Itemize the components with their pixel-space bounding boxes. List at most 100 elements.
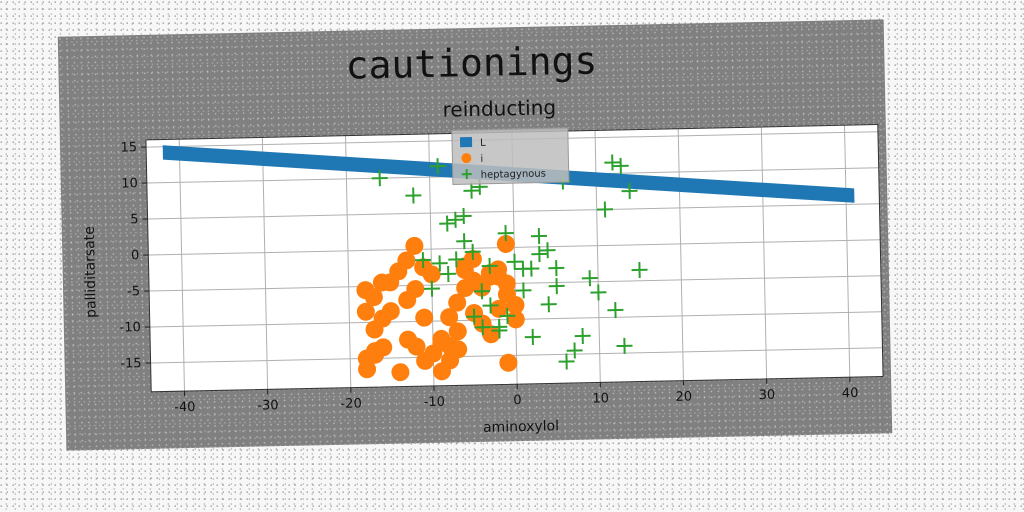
point-i [356,302,375,321]
point-heptagynous [590,284,607,301]
point-heptagynous [448,251,465,268]
point-i [391,363,410,382]
series-points [356,154,648,382]
point-heptagynous [473,283,490,300]
point-heptagynous [431,255,448,272]
point-heptagynous [482,297,499,314]
legend-label-heptagynous: heptagynous [481,169,546,181]
point-heptagynous [524,328,541,346]
point-i [448,293,467,312]
x-tick-label: 40 [842,386,859,401]
x-grid-line [844,125,851,378]
x-grid-line [178,139,185,392]
point-heptagynous [474,319,491,336]
point-heptagynous [455,208,472,225]
legend-swatch-heptagynous [461,169,472,180]
x-tick-label: -40 [174,400,196,415]
y-tick-label: 0 [131,248,140,263]
x-grid-line [345,135,352,388]
legend-box [451,127,570,185]
point-heptagynous [531,246,548,263]
chart-subtitle: reinducting [442,95,556,121]
point-heptagynous [371,170,388,187]
x-tick-label: 30 [759,388,776,403]
y-tick-label: -15 [120,356,142,371]
point-heptagynous [616,337,633,354]
x-tick-label: 10 [592,391,609,406]
series-heptagynous [371,154,648,370]
point-i [506,295,525,314]
point-heptagynous [463,182,480,199]
point-heptagynous [456,233,473,250]
point-heptagynous [548,260,565,277]
point-heptagynous [558,353,575,370]
point-heptagynous [574,327,591,344]
legend: Li heptagynous [451,127,570,185]
point-heptagynous [607,302,624,319]
point-i [499,353,518,372]
point-heptagynous [447,211,464,228]
point-heptagynous [566,342,583,359]
point-i [405,236,424,255]
point-i [496,234,515,253]
point-heptagynous [491,322,508,339]
y-tick-label: 10 [121,176,138,191]
figure-panel: cautionings reinducting -40 -30 -20 -10 0 10 2… [57,19,893,451]
scatter-chart: cautionings reinducting -40 -30 -20 -10 0 10 2… [82,38,884,436]
point-heptagynous [499,307,516,324]
point-heptagynous [621,182,638,199]
point-heptagynous [405,187,422,204]
x-grid-line [760,126,768,379]
x-grid-line [261,137,269,390]
y-grid-line [148,239,881,256]
point-heptagynous [464,243,481,260]
point-i [424,344,443,363]
x-tick-label: -10 [424,395,446,410]
point-heptagynous [414,252,432,269]
legend-label-i: i [480,154,483,165]
point-heptagynous [604,154,621,171]
point-heptagynous [497,225,514,242]
point-i [364,288,383,307]
point-i [489,267,508,286]
point-i [398,291,417,310]
point-heptagynous [506,253,523,270]
y-axis-ticks: -15 -10 -5 0 5 10 15 [119,140,151,372]
point-heptagynous [631,261,648,278]
point-i [358,360,377,379]
point-heptagynous [548,278,565,295]
point-i [397,251,416,270]
x-tick-label: -30 [257,398,279,413]
point-heptagynous [423,280,440,297]
point-i [448,322,467,341]
x-tick-label: 20 [675,389,692,404]
y-tick-label: 15 [120,140,137,155]
point-heptagynous [515,282,532,299]
x-axis-ticks: -40 -30 -20 -10 0 10 20 30 40 [174,377,859,415]
x-tick-label: -20 [340,396,362,411]
point-heptagynous [530,228,548,245]
x-tick-label: 0 [513,393,522,408]
point-heptagynous [612,157,629,174]
x-axis-label: aminoxylol [483,418,559,436]
legend-label-l: L [480,138,486,149]
point-heptagynous [581,270,598,287]
point-i [422,265,441,284]
y-grid-line [147,203,880,220]
y-tick-label: 5 [130,212,139,227]
point-i [366,342,385,361]
x-grid-line [677,128,684,381]
point-heptagynous [481,257,498,274]
point-heptagynous [439,215,456,232]
point-i [440,308,459,327]
y-tick-label: -10 [119,320,141,335]
y-grid-line [150,347,883,364]
point-i [415,308,434,327]
point-i [449,340,468,359]
point-heptagynous [540,296,557,313]
legend-swatch-i [461,153,472,164]
point-heptagynous [596,201,614,218]
point-heptagynous [440,265,457,282]
grid-lines [146,125,883,392]
point-heptagynous [539,242,556,259]
